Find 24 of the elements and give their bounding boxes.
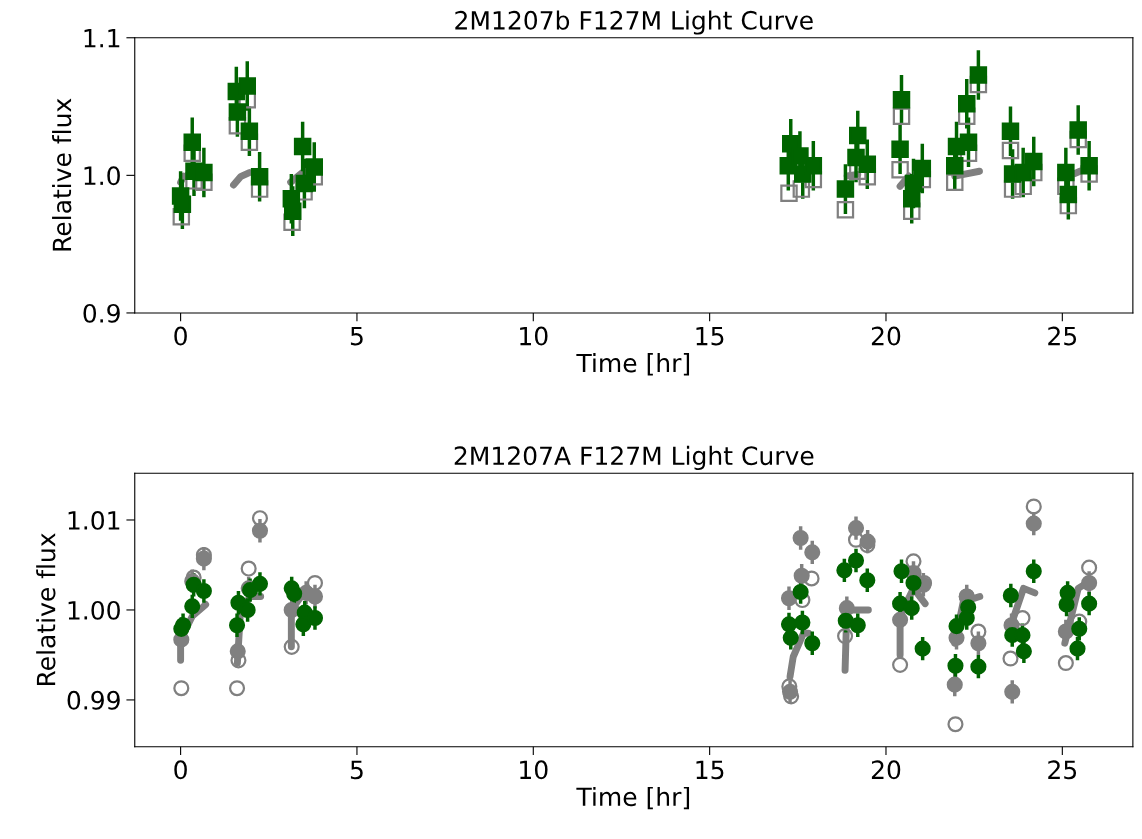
x-tick-label: 25 [1048, 326, 1077, 346]
x-tick-label: 5 [350, 760, 363, 780]
x-tick-label: 10 [520, 760, 548, 780]
x-tick-label: 0 [174, 760, 187, 780]
x-axis-title: Time [hr] [576, 786, 690, 810]
y-tick-label: 0.99 [67, 690, 120, 710]
x-axis-title: Time [hr] [576, 353, 690, 376]
y-tick-label: 1.1 [84, 29, 120, 48]
y-axis-title: Relative flux [52, 98, 72, 251]
y-tick-label: 1.0 [84, 166, 120, 186]
x-tick-label: 5 [350, 326, 363, 346]
x-tick-label: 15 [696, 326, 724, 346]
x-tick-label: 10 [520, 326, 548, 346]
x-tick-label: 0 [174, 326, 187, 346]
chart-title: 2M1207A F127M Light Curve [454, 445, 814, 471]
y-tick-label: 1.01 [68, 510, 120, 530]
chart-title: 2M1207b F127M Light Curve [455, 10, 813, 35]
y-tick-label: 1.00 [68, 600, 120, 620]
x-tick-label: 25 [1048, 760, 1077, 780]
y-tick-label: 0.9 [83, 303, 120, 323]
x-tick-label: 15 [696, 760, 724, 780]
y-axis-title: Relative flux [36, 533, 56, 686]
x-tick-label: 20 [871, 760, 901, 780]
x-tick-label: 20 [871, 326, 901, 346]
